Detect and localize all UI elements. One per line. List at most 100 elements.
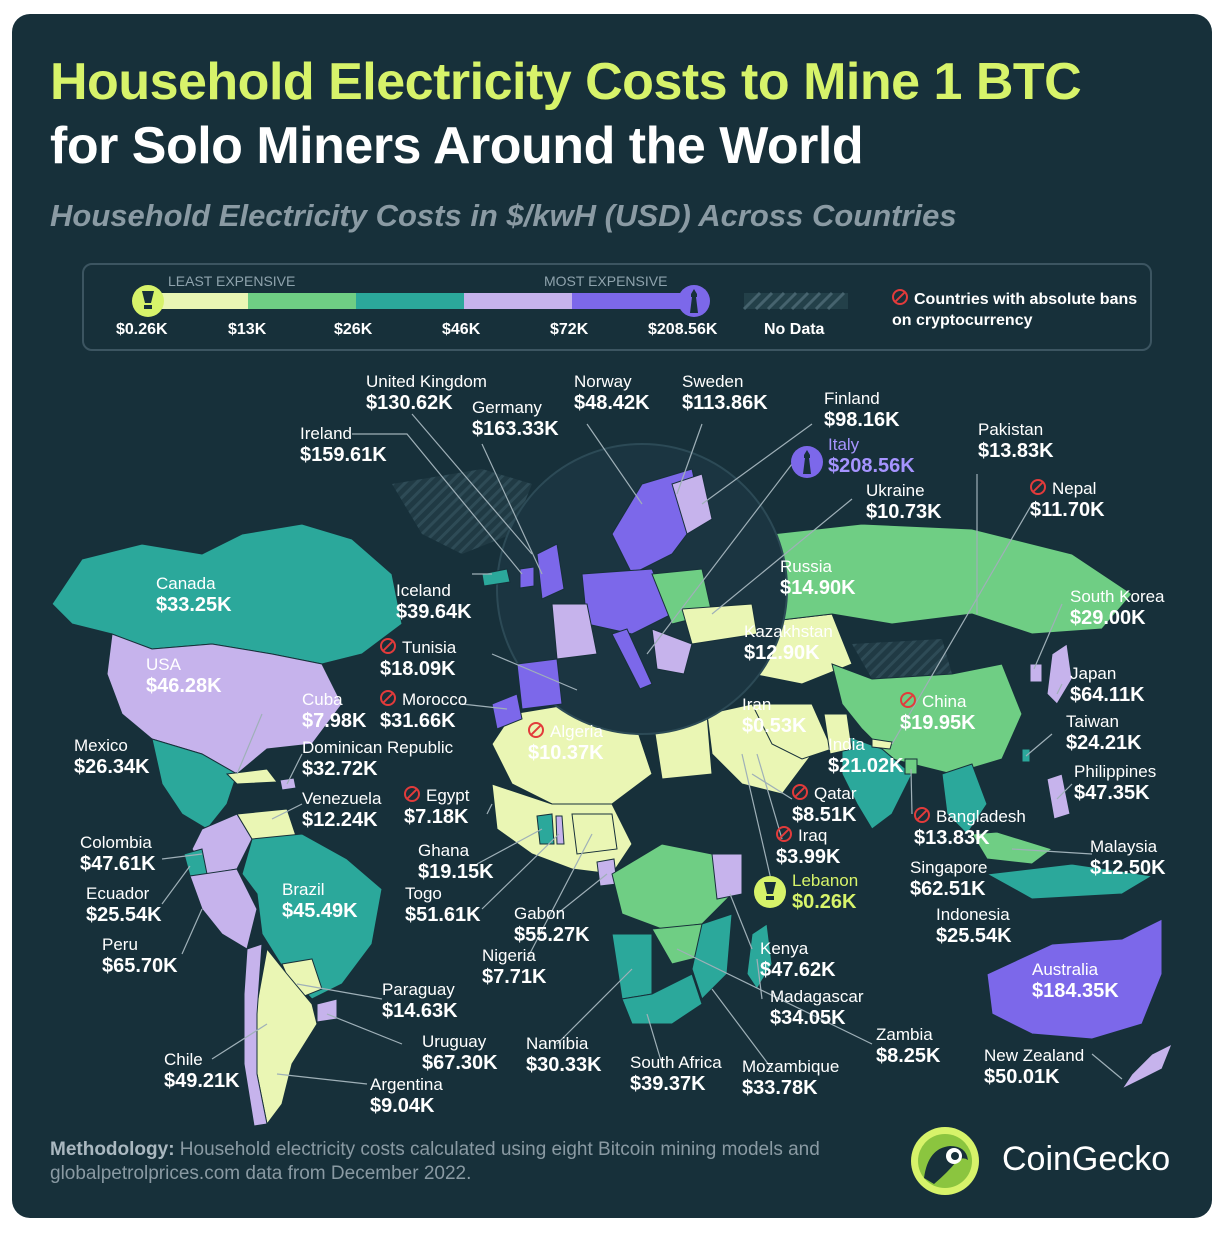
country-label: Germany $163.33K — [472, 398, 559, 440]
finland-shape — [671, 473, 713, 535]
infographic-card: Household Electricity Costs to Mine 1 BT… — [12, 14, 1212, 1218]
country-label: South Africa $39.37K — [630, 1053, 722, 1095]
country-label: Colombia $47.61K — [80, 833, 156, 875]
madagascar-shape — [746, 923, 773, 990]
country-label: Namibia $30.33K — [526, 1034, 602, 1076]
country-label: Algeria $10.37K — [528, 722, 604, 764]
country-label: Paraguay $14.63K — [382, 980, 458, 1022]
brand-name: CoinGecko — [1002, 1140, 1171, 1178]
india-shape — [841, 733, 913, 830]
legend-segment-3 — [356, 293, 464, 309]
nigeria-shape — [571, 813, 618, 855]
title-line-2: for Solo Miners Around the World — [50, 117, 864, 175]
cuba-shape — [225, 768, 278, 785]
lighthouse-icon — [678, 285, 710, 317]
legend-most-label: MOST EXPENSIVE — [544, 273, 668, 289]
legend-segment-1 — [150, 293, 248, 309]
iran-shape — [751, 703, 833, 760]
country-label: Mexico $26.34K — [74, 736, 150, 778]
central-africa-shape — [611, 843, 733, 930]
togo-shape — [555, 815, 565, 845]
country-label: Qatar $8.51K — [792, 784, 857, 826]
australia-shape — [986, 918, 1163, 1040]
mozambique-shape — [691, 913, 733, 1000]
legend-tick: $13K — [228, 321, 267, 338]
south-korea-shape — [1029, 663, 1043, 683]
legend-scale — [132, 285, 848, 317]
country-label: Nepal $11.70K — [1030, 479, 1105, 521]
country-label: Iran $0.53K — [742, 695, 807, 737]
country-label: Nigeria $7.71K — [482, 946, 547, 988]
italy-shape — [611, 628, 653, 690]
country-label: Singapore $62.51K — [910, 858, 988, 900]
legend-tick: $0.26K — [116, 321, 168, 338]
mongolia-shape — [852, 639, 952, 679]
bangladesh-shape — [904, 758, 918, 775]
country-label: Bangladesh $13.83K — [914, 807, 1026, 849]
france-shape — [551, 603, 598, 660]
country-label: Malaysia $12.50K — [1090, 837, 1166, 879]
country-label: New Zealand $50.01K — [984, 1046, 1085, 1088]
country-label: Dominican Republic $32.72K — [302, 738, 454, 780]
country-label: Australia $184.35K — [1032, 960, 1119, 1002]
country-label: Pakistan $13.83K — [978, 420, 1054, 462]
country-label: India $21.02K — [828, 735, 904, 777]
balkans-shape — [651, 628, 693, 675]
legend: LEAST EXPENSIVE MOST EXPENSIVE $0.26K $1… — [82, 263, 1152, 351]
chile-shape — [243, 943, 268, 1127]
country-label: China $19.95K — [900, 692, 976, 734]
country-label-lebanon: Lebanon $0.26K — [792, 871, 859, 913]
country-label: Brazil $45.49K — [282, 880, 358, 922]
country-label: Ghana $19.15K — [418, 841, 494, 883]
legend-tick: $26K — [334, 321, 373, 338]
ireland-shape — [519, 566, 535, 589]
country-label: Chile $49.21K — [164, 1050, 240, 1092]
legend-segment-4 — [464, 293, 572, 309]
world-map — [51, 413, 1173, 1127]
ban-icon — [900, 692, 916, 708]
nepal-shape — [871, 738, 893, 750]
legend-least-label: LEAST EXPENSIVE — [168, 273, 296, 289]
legend-tick: $46K — [442, 321, 481, 338]
brazil-shape — [241, 833, 383, 1000]
southeast-asia-shape — [941, 763, 988, 835]
philippines-shape — [1046, 773, 1071, 820]
country-label-italy: Italy $208.56K — [828, 435, 915, 477]
country-label: Taiwan $24.21K — [1066, 712, 1142, 754]
country-label: Zambia $8.25K — [876, 1025, 941, 1067]
country-label: Peru $65.70K — [102, 935, 178, 977]
country-label: Argentina $9.04K — [370, 1075, 443, 1117]
country-label: Morocco $31.66K — [380, 690, 468, 732]
lightbulb-icon — [754, 876, 786, 908]
uruguay-shape — [316, 998, 338, 1023]
new-zealand-shape — [1120, 1042, 1173, 1091]
country-label: Russia $14.90K — [780, 557, 856, 599]
indonesia-shape — [985, 863, 1154, 900]
subtitle: Household Electricity Costs in $/kwH (US… — [50, 198, 957, 233]
ban-icon — [380, 690, 396, 706]
title-line-1: Household Electricity Costs to Mine 1 BT… — [50, 53, 1082, 111]
greenland-shape — [392, 469, 532, 554]
ukraine-shape — [681, 603, 758, 645]
ghana-shape — [536, 813, 555, 845]
legend-segment-2 — [248, 293, 356, 309]
country-label: Canada $33.25K — [156, 574, 232, 616]
country-label: Finland $98.16K — [824, 389, 900, 431]
country-label: Philippines $47.35K — [1074, 762, 1157, 804]
legend-no-data-label: No Data — [764, 321, 825, 338]
lightbulb-icon — [132, 285, 164, 317]
country-label: Iraq $3.99K — [776, 826, 841, 868]
usa-shape — [106, 633, 343, 775]
country-label: Ecuador $25.54K — [86, 884, 162, 926]
methodology-note: Methodology: Household electricity costs… — [50, 1139, 820, 1184]
country-label: Gabon $55.27K — [514, 904, 590, 946]
ban-icon — [914, 807, 930, 823]
dominican-republic-shape — [279, 777, 297, 791]
ban-icon — [892, 289, 908, 305]
pakistan-shape — [823, 713, 853, 755]
country-label: Togo $51.61K — [405, 884, 481, 926]
iberia-shape — [516, 658, 563, 710]
japan-shape — [1046, 643, 1073, 705]
malaysia-shape — [971, 831, 1054, 865]
country-label: Tunisia $18.09K — [380, 638, 457, 680]
